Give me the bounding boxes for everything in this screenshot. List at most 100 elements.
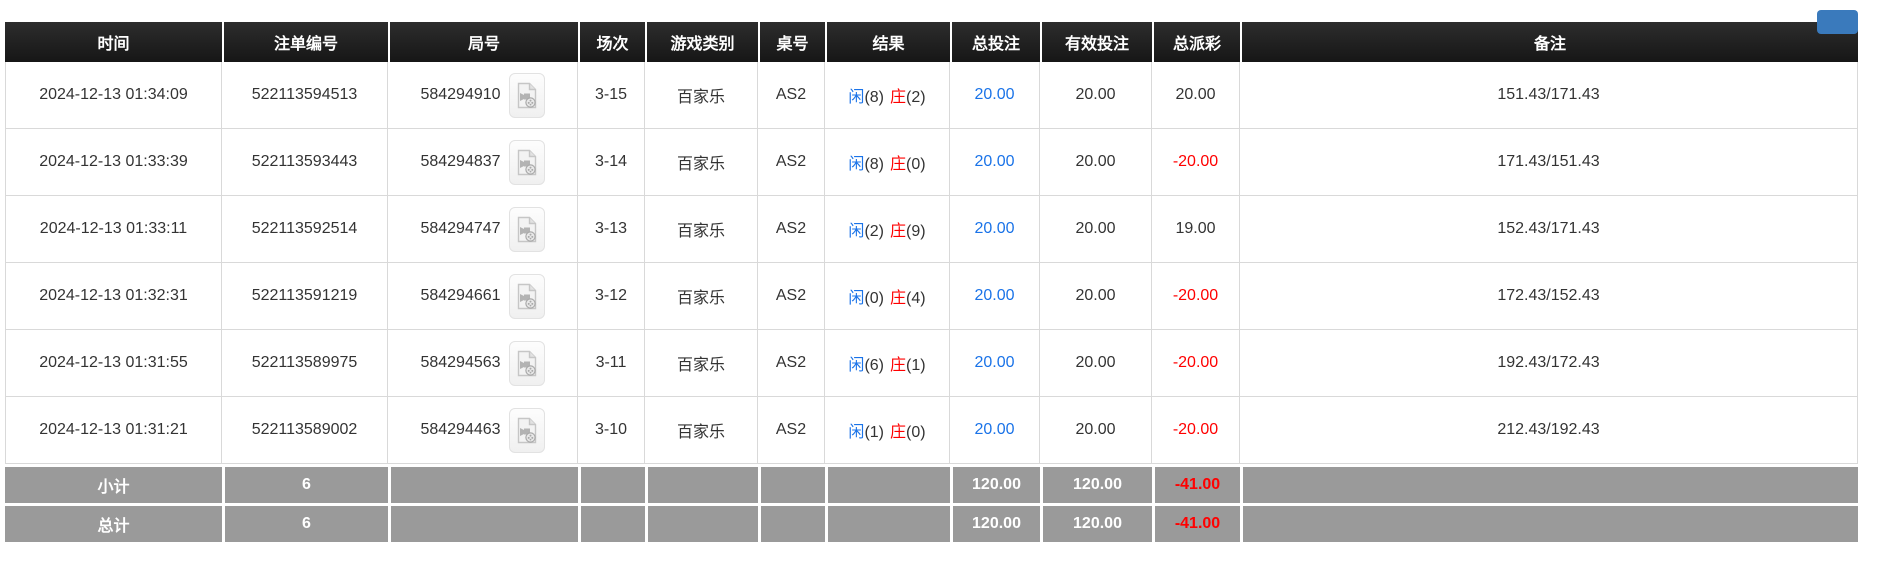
cell-round-id: 584294463 <box>388 397 578 464</box>
result-banker-score: (4) <box>906 290 926 307</box>
total-empty-game <box>645 503 758 542</box>
cell-bet-id: 522113589975 <box>222 330 388 397</box>
table-body: 2024-12-13 01:34:09 522113594513 5842949… <box>5 62 1858 464</box>
result-banker-label: 庄 <box>890 424 907 441</box>
video-replay-button[interactable] <box>508 407 545 453</box>
table-footer: 小计 6 120.00 120.00 -41.00 总计 6 120.00 12… <box>5 464 1858 542</box>
cell-time: 2024-12-13 01:32:31 <box>5 263 222 330</box>
video-replay-button[interactable] <box>508 206 545 252</box>
round-id-text: 584294747 <box>420 220 501 237</box>
cell-total-bet: 20.00 <box>950 263 1040 330</box>
table-header: 时间 注单编号 局号 场次 游戏类别 桌号 结果 总投注 有效投注 总派彩 备注 <box>5 22 1858 62</box>
cell-valid-bet: 20.00 <box>1040 263 1152 330</box>
cell-game-type: 百家乐 <box>645 397 758 464</box>
result-player-score: (8) <box>864 89 884 106</box>
cell-valid-bet: 20.00 <box>1040 330 1152 397</box>
subtotal-remark <box>1240 464 1858 503</box>
total-label: 总计 <box>5 503 222 542</box>
video-replay-button[interactable] <box>508 273 545 319</box>
column-header-session: 场次 <box>578 22 645 62</box>
column-header-time: 时间 <box>5 22 222 62</box>
cell-table-no: AS2 <box>758 62 825 129</box>
cell-game-type: 百家乐 <box>645 129 758 196</box>
cell-table-no: AS2 <box>758 196 825 263</box>
cell-round-id: 584294910 <box>388 62 578 129</box>
cell-time: 2024-12-13 01:34:09 <box>5 62 222 129</box>
round-id-text: 584294661 <box>420 287 501 304</box>
cell-remark: 151.43/171.43 <box>1240 62 1858 129</box>
top-right-button-partial[interactable] <box>1817 10 1858 34</box>
cell-table-no: AS2 <box>758 129 825 196</box>
cell-bet-id: 522113591219 <box>222 263 388 330</box>
video-replay-button[interactable] <box>508 72 545 118</box>
video-file-icon <box>516 417 538 444</box>
column-header-round-id: 局号 <box>388 22 578 62</box>
cell-game-type: 百家乐 <box>645 263 758 330</box>
total-payout: -41.00 <box>1152 503 1240 542</box>
result-banker-score: (0) <box>906 424 926 441</box>
cell-payout: 19.00 <box>1152 196 1240 263</box>
result-player-score: (1) <box>864 424 884 441</box>
result-banker-score: (9) <box>906 223 926 240</box>
cell-valid-bet: 20.00 <box>1040 129 1152 196</box>
table-row: 2024-12-13 01:31:55 522113589975 5842945… <box>5 330 1858 397</box>
cell-time: 2024-12-13 01:33:11 <box>5 196 222 263</box>
column-header-valid-bet: 有效投注 <box>1040 22 1152 62</box>
cell-round-id: 584294837 <box>388 129 578 196</box>
cell-session: 3-14 <box>578 129 645 196</box>
subtotal-empty-table <box>758 464 825 503</box>
cell-remark: 192.43/172.43 <box>1240 330 1858 397</box>
result-player-label: 闲 <box>848 357 865 374</box>
subtotal-valid-bet: 120.00 <box>1040 464 1152 503</box>
column-header-game-type: 游戏类别 <box>645 22 758 62</box>
result-banker-label: 庄 <box>890 89 907 106</box>
subtotal-empty-game <box>645 464 758 503</box>
result-player-score: (8) <box>864 156 884 173</box>
subtotal-empty-result <box>825 464 950 503</box>
column-header-total-bet: 总投注 <box>950 22 1040 62</box>
subtotal-label: 小计 <box>5 464 222 503</box>
cell-bet-id: 522113594513 <box>222 62 388 129</box>
cell-valid-bet: 20.00 <box>1040 397 1152 464</box>
video-replay-button[interactable] <box>508 340 545 386</box>
result-banker-label: 庄 <box>890 290 907 307</box>
cell-total-bet: 20.00 <box>950 196 1040 263</box>
result-banker-label: 庄 <box>890 156 907 173</box>
video-replay-button[interactable] <box>508 139 545 185</box>
result-player-label: 闲 <box>848 424 865 441</box>
cell-game-type: 百家乐 <box>645 330 758 397</box>
cell-remark: 171.43/151.43 <box>1240 129 1858 196</box>
cell-session: 3-13 <box>578 196 645 263</box>
cell-table-no: AS2 <box>758 330 825 397</box>
cell-round-id: 584294661 <box>388 263 578 330</box>
cell-valid-bet: 20.00 <box>1040 62 1152 129</box>
cell-result: 闲(8) 庄(2) <box>825 62 950 129</box>
result-player-score: (0) <box>864 290 884 307</box>
video-file-icon <box>516 350 538 377</box>
cell-total-bet: 20.00 <box>950 397 1040 464</box>
table-row: 2024-12-13 01:33:11 522113592514 5842947… <box>5 196 1858 263</box>
total-empty-session <box>578 503 645 542</box>
cell-table-no: AS2 <box>758 263 825 330</box>
table-row: 2024-12-13 01:33:39 522113593443 5842948… <box>5 129 1858 196</box>
cell-result: 闲(2) 庄(9) <box>825 196 950 263</box>
cell-game-type: 百家乐 <box>645 62 758 129</box>
column-header-bet-id: 注单编号 <box>222 22 388 62</box>
result-banker-score: (0) <box>906 156 926 173</box>
cell-round-id: 584294747 <box>388 196 578 263</box>
bet-records-table: 时间 注单编号 局号 场次 游戏类别 桌号 结果 总投注 有效投注 总派彩 备注… <box>5 22 1858 542</box>
result-player-label: 闲 <box>848 89 865 106</box>
header-row: 时间 注单编号 局号 场次 游戏类别 桌号 结果 总投注 有效投注 总派彩 备注 <box>5 22 1858 62</box>
cell-payout: -20.00 <box>1152 263 1240 330</box>
cell-table-no: AS2 <box>758 397 825 464</box>
total-total-bet: 120.00 <box>950 503 1040 542</box>
video-file-icon <box>516 82 538 109</box>
cell-bet-id: 522113592514 <box>222 196 388 263</box>
result-player-label: 闲 <box>848 290 865 307</box>
round-id-text: 584294910 <box>420 86 501 103</box>
cell-result: 闲(1) 庄(0) <box>825 397 950 464</box>
cell-payout: -20.00 <box>1152 397 1240 464</box>
result-player-label: 闲 <box>848 156 865 173</box>
cell-bet-id: 522113593443 <box>222 129 388 196</box>
cell-payout: 20.00 <box>1152 62 1240 129</box>
